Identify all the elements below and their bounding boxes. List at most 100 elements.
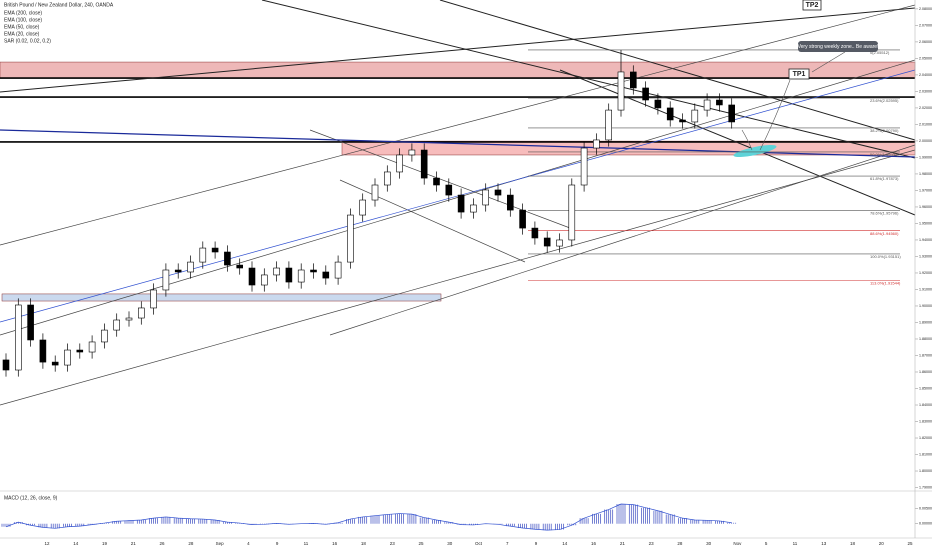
trend-line: [0, 149, 916, 406]
candle-body: [297, 269, 305, 283]
y-tick-label: 1.86000: [919, 370, 932, 374]
y-tick-label: 0.00500: [919, 506, 932, 510]
trend-lines: [0, 0, 916, 406]
y-tick-label: 2.08000: [919, 7, 932, 11]
candle-body: [482, 189, 490, 206]
candle-body: [347, 214, 354, 263]
candle-body: [654, 99, 662, 109]
annotation-box: [798, 41, 878, 52]
candle-body: [605, 109, 613, 141]
x-tick-label: 28: [677, 541, 683, 546]
candle-body: [199, 247, 207, 263]
y-tick-label: 1.90000: [919, 304, 932, 308]
y-tick-label: 1.88000: [919, 337, 932, 341]
candle-body: [408, 149, 416, 156]
fib-label: 50.0%(1.99332): [870, 152, 899, 157]
x-tick-label: Nov: [733, 541, 742, 546]
x-tick-label: 11: [304, 541, 309, 546]
annotation: Very strong weekly zone.. Be aware!: [798, 44, 879, 50]
candle-body: [248, 267, 256, 286]
candle-body: [728, 104, 736, 123]
candle-body: [556, 239, 563, 247]
candle-body: [691, 109, 699, 123]
x-tick-label: 21: [131, 541, 137, 546]
x-tick-label: 18: [361, 541, 367, 546]
candle-body: [162, 269, 170, 291]
y-tick-label: 1.87000: [919, 353, 932, 357]
y-tick-label: 1.93000: [919, 254, 932, 258]
zone: [0, 61, 916, 79]
candle-body: [322, 271, 330, 279]
x-tick-label: 21: [620, 541, 626, 546]
candle-body: [113, 319, 120, 331]
x-tick-label: 16: [591, 541, 597, 546]
indicator-label: EMA (100, close): [4, 17, 42, 23]
trend-line: [261, 0, 916, 159]
x-tick-label: 28: [188, 541, 194, 546]
candle-body: [359, 199, 367, 216]
macd-title: MACD (12, 26, close, 9): [4, 495, 58, 501]
candle-body: [334, 261, 342, 279]
target-area: [733, 144, 777, 158]
indicator-label: EMA (200, close): [4, 10, 42, 16]
chart-title: British Pound / New Zealand Dollar, 240,…: [4, 2, 114, 8]
indicator-label: SAR (0.02, 0.02, 0.2): [4, 38, 51, 44]
x-tick-label: 16: [332, 541, 338, 546]
trend-line: [0, 59, 916, 336]
candle-body: [580, 147, 588, 186]
annotation-box: [802, 0, 822, 11]
y-tick-label: 2.02000: [919, 106, 932, 110]
candle-body: [150, 289, 157, 309]
annotation-box: [788, 68, 810, 80]
candle-body: [27, 304, 34, 341]
candle-body: [420, 149, 428, 179]
x-tick-label: 23: [390, 541, 396, 546]
y-tick-label: 1.85000: [919, 386, 932, 390]
candle-body: [617, 71, 625, 111]
annotation: TP1: [793, 71, 806, 78]
zone: [1, 293, 442, 302]
y-tick-label: 1.99000: [919, 155, 932, 159]
candle-body: [703, 99, 711, 111]
candle-body: [260, 274, 268, 286]
y-tick-label: 1.89000: [919, 320, 932, 324]
candle-body: [101, 329, 108, 343]
candle-body: [88, 341, 96, 353]
y-tick-label: 2.04000: [919, 73, 932, 77]
y-tick-label: 1.81000: [919, 452, 932, 456]
fib-label: 113.0%(1.91544): [870, 281, 901, 286]
candle-body: [236, 264, 243, 269]
trend-line: [439, 0, 916, 141]
candle-body: [174, 269, 182, 273]
trend-line: [0, 69, 916, 323]
y-tick-label: 1.98000: [919, 172, 932, 176]
x-tick-label: Oct: [475, 541, 483, 546]
fib-label: 38.2%(2.00790): [870, 128, 899, 133]
y-tick-label: 2.06000: [919, 40, 932, 44]
candle-body: [433, 177, 440, 186]
candle-body: [224, 251, 231, 266]
x-tick-label: 23: [649, 541, 655, 546]
y-tick-label: 1.95000: [919, 221, 932, 225]
y-tick-label: 2.00000: [919, 139, 932, 143]
trend-line: [0, 4, 916, 246]
candle-body: [187, 261, 194, 273]
candle-body: [494, 189, 502, 196]
candle-body: [543, 237, 551, 247]
candle-body: [666, 107, 674, 121]
candle-body: [39, 339, 47, 363]
indicator-label: EMA (20, close): [4, 31, 40, 37]
x-tick-label: 14: [562, 541, 568, 546]
candle-body: [519, 209, 526, 229]
axis: 2.08000 2.07000 2.06000 2.05000 2.04000 2.030…: [915, 7, 932, 489]
candle-body: [285, 267, 293, 283]
candle-body: [629, 71, 637, 89]
candle-body: [642, 87, 649, 101]
y-tick-label: 1.80000: [919, 469, 932, 473]
x-tick-label: 11: [793, 541, 798, 546]
candle-body: [64, 349, 71, 366]
fib-label: 78.6%(1.95796): [870, 210, 899, 215]
candle-body: [2, 359, 10, 371]
candle-body: [138, 307, 145, 319]
